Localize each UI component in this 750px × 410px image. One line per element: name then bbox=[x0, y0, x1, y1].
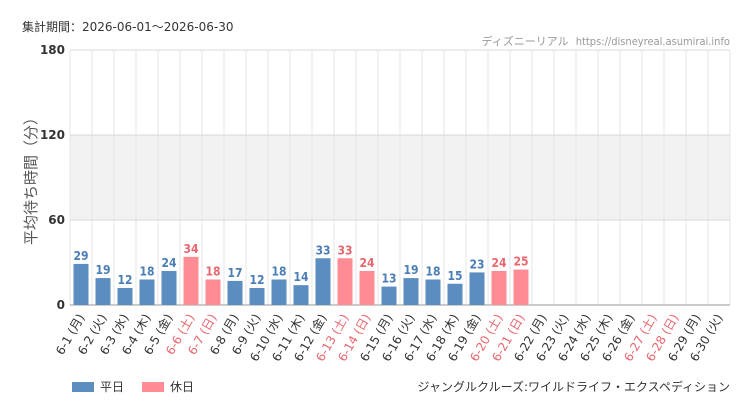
bar-value-label: 12 bbox=[117, 273, 132, 287]
bar bbox=[403, 278, 419, 305]
bar bbox=[425, 279, 441, 305]
bar-value-label: 24 bbox=[359, 256, 375, 270]
legend-label-weekday: 平日 bbox=[100, 380, 125, 394]
bar-value-label: 25 bbox=[513, 255, 528, 269]
bar bbox=[249, 288, 265, 305]
bar-value-label: 29 bbox=[73, 249, 88, 263]
source-url[interactable]: https://disneyreal.asumirai.info bbox=[575, 35, 730, 48]
bar bbox=[513, 269, 529, 305]
y-tick-label: 0 bbox=[57, 298, 65, 312]
legend-item-holiday[interactable]: 休日 bbox=[142, 378, 194, 395]
attraction-name: ジャングルクルーズ:ワイルドライフ・エクスペディション bbox=[417, 380, 730, 394]
period-label: 集計期間：2026-06-01〜2026-06-30 bbox=[22, 20, 234, 34]
bar-value-label: 18 bbox=[205, 265, 220, 279]
bar bbox=[161, 271, 177, 305]
bar-value-label: 18 bbox=[425, 265, 440, 279]
bar bbox=[183, 256, 199, 305]
bar-value-label: 34 bbox=[183, 242, 199, 256]
bar-value-label: 12 bbox=[249, 273, 264, 287]
bar-value-label: 13 bbox=[381, 272, 396, 286]
bar-value-label: 33 bbox=[315, 243, 330, 257]
y-tick-label: 60 bbox=[48, 213, 65, 227]
bar bbox=[139, 279, 155, 305]
bar bbox=[95, 278, 111, 305]
bar-value-label: 19 bbox=[403, 263, 418, 277]
bar bbox=[271, 279, 287, 305]
legend-item-weekday[interactable]: 平日 bbox=[72, 378, 124, 395]
legend-swatch-holiday bbox=[142, 381, 165, 392]
legend-swatch-weekday bbox=[72, 381, 94, 392]
legend-label-holiday: 休日 bbox=[170, 380, 195, 394]
y-tick-label: 180 bbox=[40, 43, 65, 57]
bar-value-label: 18 bbox=[139, 265, 154, 279]
bar bbox=[315, 258, 331, 305]
bar bbox=[117, 288, 133, 305]
bar bbox=[381, 286, 397, 305]
bar bbox=[205, 279, 221, 305]
bar-value-label: 24 bbox=[161, 256, 177, 270]
bar bbox=[491, 271, 507, 305]
bar-value-label: 19 bbox=[95, 263, 110, 277]
bar-value-label: 15 bbox=[447, 269, 462, 283]
y-tick-label: 120 bbox=[40, 128, 65, 142]
bar-value-label: 17 bbox=[227, 266, 242, 280]
bar-value-label: 33 bbox=[337, 243, 352, 257]
bar bbox=[293, 285, 309, 305]
bar-value-label: 24 bbox=[491, 256, 507, 270]
source-name: ディズニーリアル bbox=[481, 35, 569, 48]
bar-value-label: 23 bbox=[469, 257, 484, 271]
y-axis-label: 平均待ち時間（分） bbox=[22, 110, 40, 245]
bar bbox=[73, 263, 89, 305]
bar-value-label: 14 bbox=[293, 270, 309, 284]
chart-legend: 平日 休日 bbox=[72, 378, 212, 395]
bar-value-label: 18 bbox=[271, 265, 286, 279]
source-credit[interactable]: ディズニーリアル https://disneyreal.asumirai.inf… bbox=[481, 33, 730, 49]
bar bbox=[469, 272, 485, 305]
bar bbox=[359, 271, 375, 305]
bar bbox=[447, 283, 463, 305]
bar bbox=[337, 258, 353, 305]
bar bbox=[227, 280, 243, 305]
